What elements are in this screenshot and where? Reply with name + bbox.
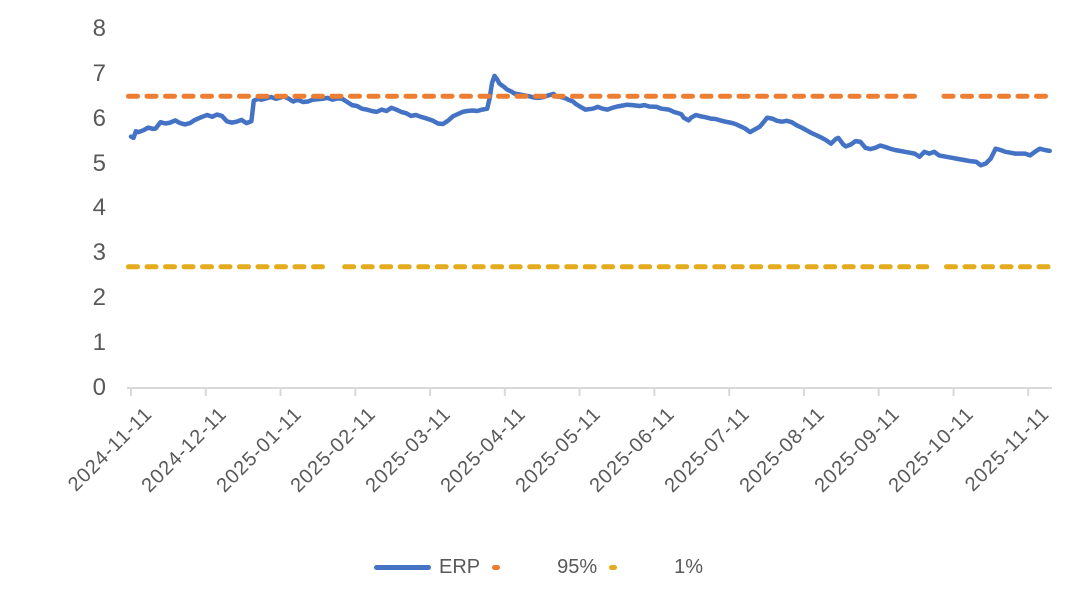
legend-key-p95-dash xyxy=(492,564,549,570)
y-tick-label: 6 xyxy=(92,105,106,132)
legend-item-erp: ERP xyxy=(374,556,492,579)
legend-key-p1-dash xyxy=(609,564,666,570)
y-tick-label: 2 xyxy=(92,284,106,311)
erp-series-line xyxy=(128,73,1052,168)
legend-item-p1: 1% xyxy=(609,556,715,579)
solid-line-swatch xyxy=(374,564,431,570)
y-tick-label: 7 xyxy=(92,60,106,87)
y-tick-label: 4 xyxy=(92,194,106,221)
legend-label-p95: 95% xyxy=(557,555,598,578)
dash-swatch xyxy=(609,564,618,570)
dash-swatch xyxy=(492,564,501,570)
y-tick-label: 5 xyxy=(92,150,106,177)
y-tick-label: 1 xyxy=(92,329,106,356)
y-tick-label: 3 xyxy=(92,239,106,266)
legend-item-p95: 95% xyxy=(492,556,609,579)
legend-key-erp-line xyxy=(374,564,431,570)
y-tick-label: 0 xyxy=(92,374,106,401)
legend: ERP 95% 1% xyxy=(374,553,715,581)
legend-label-erp: ERP xyxy=(439,555,481,578)
legend-label-p1: 1% xyxy=(674,555,704,578)
y-tick-label: 8 xyxy=(92,15,106,42)
